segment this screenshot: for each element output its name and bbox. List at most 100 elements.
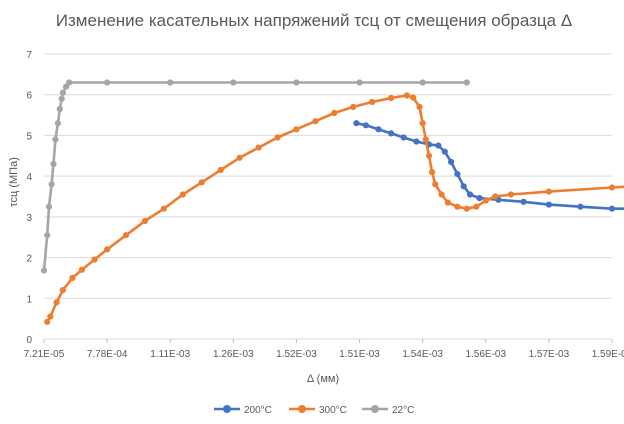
y-tick-label-0: 0 xyxy=(26,335,32,346)
series-1-point-32 xyxy=(444,199,451,206)
series-1-point-5 xyxy=(78,266,85,273)
series-0-point-16 xyxy=(545,201,553,208)
series-1-point-34 xyxy=(463,205,470,212)
series-1-point-3 xyxy=(59,287,66,294)
series-layer xyxy=(40,79,624,325)
series-2-point-0 xyxy=(40,267,48,274)
y-tick-label-4: 4 xyxy=(26,172,32,183)
y-tick-label-5: 5 xyxy=(26,131,32,142)
y-tick-label-7: 7 xyxy=(26,50,32,61)
series-1-point-10 xyxy=(160,205,167,212)
series-2-point-2 xyxy=(45,203,53,210)
series-1-point-15 xyxy=(255,144,262,151)
series-1-point-28 xyxy=(425,152,433,159)
series-0-point-10 xyxy=(454,171,461,178)
y-axis-ticks: 0 1 2 3 4 5 6 7 xyxy=(26,50,32,346)
series-2-point-5 xyxy=(52,136,59,143)
x-axis-label: Δ (мм) xyxy=(307,373,339,385)
y-tick-label-2: 2 xyxy=(26,254,32,265)
series-0 xyxy=(353,120,624,212)
series-2-point-1 xyxy=(44,232,51,239)
series-2-point-6 xyxy=(54,120,62,127)
series-1-point-1 xyxy=(47,313,54,320)
series-1-point-0 xyxy=(44,318,51,325)
series-1-point-30 xyxy=(432,181,439,188)
series-0-point-12 xyxy=(466,191,474,198)
series-0-point-11 xyxy=(460,183,467,190)
series-1-point-13 xyxy=(217,166,224,174)
x-tick-label-1: 7.78E-04 xyxy=(87,349,128,360)
legend: 200°C 300°C 22°C xyxy=(214,405,414,416)
series-2-point-15 xyxy=(293,79,300,86)
series-0-line xyxy=(355,121,624,210)
series-1-point-26 xyxy=(419,120,426,127)
legend-label-1: 300°C xyxy=(319,405,347,416)
series-2-point-16 xyxy=(356,79,363,86)
x-tick-label-9: 1.59E-03 xyxy=(592,349,624,360)
series-1-point-23 xyxy=(403,92,410,99)
series-1-point-21 xyxy=(369,98,376,106)
x-tick-label-7: 1.56E-03 xyxy=(465,349,506,360)
series-2-point-4 xyxy=(50,160,57,167)
y-tick-label-6: 6 xyxy=(26,91,32,102)
series-2-point-8 xyxy=(58,95,65,102)
series-0-point-13 xyxy=(476,195,483,202)
series-0-point-0 xyxy=(353,120,360,127)
series-0-point-7 xyxy=(435,142,442,149)
y-tick-label-1: 1 xyxy=(26,294,32,305)
series-1-point-12 xyxy=(198,179,205,186)
series-1-point-25 xyxy=(416,103,423,110)
series-2 xyxy=(40,79,470,274)
series-1-point-14 xyxy=(236,154,243,161)
series-1-point-37 xyxy=(492,193,499,200)
series-1-point-19 xyxy=(331,109,338,117)
series-1-point-4 xyxy=(69,274,76,281)
series-2-point-13 xyxy=(167,79,174,86)
legend-marker-0 xyxy=(223,405,231,413)
gridlines xyxy=(44,53,612,340)
x-tick-label-5: 1.51E-03 xyxy=(339,349,380,360)
y-axis-label: τсц (МПа) xyxy=(8,157,20,207)
series-1-point-33 xyxy=(454,203,461,210)
series-1-point-17 xyxy=(293,126,300,133)
x-axis-ticks: 7.21E-05 7.78E-04 1.11E-03 1.26E-03 1.52E-03… xyxy=(24,339,624,360)
series-0-point-3 xyxy=(388,130,395,137)
series-1-point-24 xyxy=(410,94,417,101)
series-1-point-27 xyxy=(422,136,429,143)
chart-title: Изменение касательных напряжений τсц от … xyxy=(56,11,572,30)
series-0-point-2 xyxy=(375,126,382,133)
series-1-point-20 xyxy=(350,103,357,110)
series-0-point-8 xyxy=(441,148,448,155)
series-0-point-9 xyxy=(448,158,455,165)
series-1-point-29 xyxy=(429,169,436,176)
series-1-point-11 xyxy=(179,191,186,198)
series-1-point-8 xyxy=(122,232,130,239)
x-tick-label-0: 7.21E-05 xyxy=(24,349,65,360)
series-1-point-2 xyxy=(53,299,60,306)
legend-label-2: 22°C xyxy=(392,405,414,416)
legend-marker-1 xyxy=(298,405,306,413)
series-1-point-38 xyxy=(507,191,515,198)
series-0-point-15 xyxy=(520,198,527,205)
y-tick-label-3: 3 xyxy=(26,213,32,224)
x-tick-label-2: 1.11E-03 xyxy=(150,349,190,360)
series-0-point-1 xyxy=(362,122,369,129)
series-2-point-14 xyxy=(230,79,237,86)
series-1-point-40 xyxy=(608,184,616,191)
series-1-point-35 xyxy=(473,203,480,210)
series-0-point-17 xyxy=(577,203,584,210)
series-0-point-5 xyxy=(413,138,420,145)
series-2-point-11 xyxy=(66,79,73,86)
series-2-point-17 xyxy=(419,79,426,86)
series-1-point-22 xyxy=(388,94,395,102)
series-1-point-36 xyxy=(482,197,489,204)
series-0-point-18 xyxy=(608,205,616,212)
x-tick-label-4: 1.52E-03 xyxy=(276,349,317,360)
legend-marker-2 xyxy=(371,405,379,413)
series-1-point-16 xyxy=(274,134,281,141)
series-1 xyxy=(44,92,624,325)
series-1-point-7 xyxy=(104,246,111,253)
series-1-point-9 xyxy=(141,217,149,224)
series-2-point-9 xyxy=(59,89,66,96)
